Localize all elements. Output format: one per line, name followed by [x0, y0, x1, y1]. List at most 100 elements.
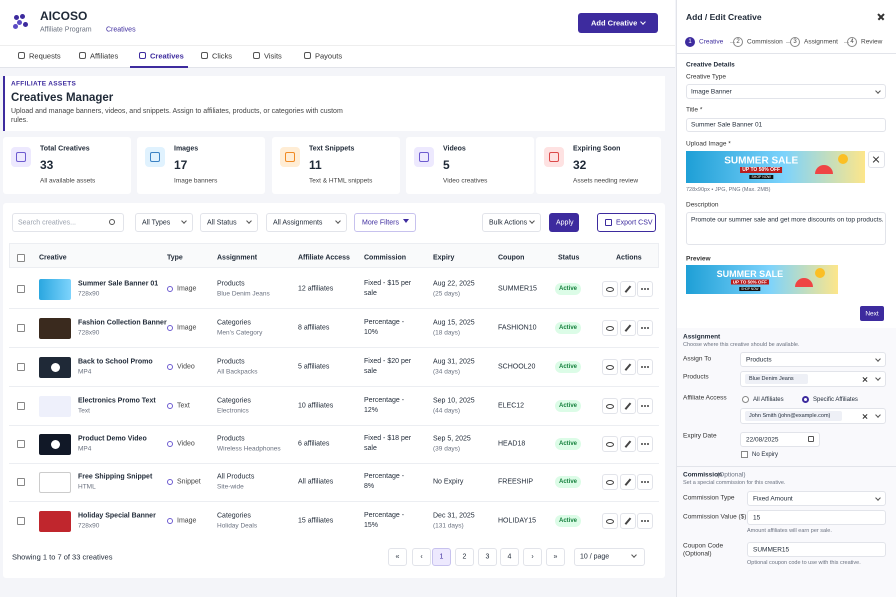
expiry-note: (44 days) [433, 407, 461, 415]
stat-label: Expiring Soon [573, 145, 621, 153]
select[interactable] [747, 491, 886, 506]
filter-select-label[interactable]: All Types [142, 219, 171, 227]
search-box[interactable] [12, 213, 124, 232]
filter-select[interactable] [200, 213, 258, 232]
next-label[interactable]: Next [865, 310, 879, 317]
page-label[interactable]: › [531, 553, 534, 561]
row-checkbox[interactable] [17, 402, 25, 410]
panel-title: Add / Edit Creative [686, 12, 762, 22]
page-label[interactable]: 4 [507, 553, 512, 561]
add-button[interactable] [578, 13, 658, 33]
commission: Percentage - 10% [364, 319, 405, 336]
eye-icon [606, 404, 614, 409]
input[interactable] [686, 118, 886, 132]
page-button[interactable] [412, 548, 431, 566]
tab[interactable]: Creatives [150, 51, 184, 61]
select[interactable] [740, 352, 886, 367]
stat-icon-glyph [150, 152, 160, 162]
stat-value: 32 [573, 158, 587, 172]
select-value[interactable]: Products [746, 356, 772, 363]
tab[interactable]: Affiliates [90, 51, 119, 61]
creative-name: Holiday Special Banner [78, 512, 156, 520]
more-filters-label[interactable]: More Filters [362, 219, 399, 227]
radio[interactable] [802, 396, 809, 403]
per-page-label[interactable]: 10 / page [580, 553, 610, 561]
apply-label[interactable]: Apply [556, 219, 574, 227]
expiry-note: (25 days) [433, 290, 461, 298]
page-button[interactable] [432, 548, 451, 566]
more-filters[interactable] [354, 213, 416, 232]
stat-caption: All available assets [40, 177, 96, 185]
export-button[interactable] [597, 213, 656, 232]
per-page[interactable] [574, 548, 645, 566]
assignment-detail: Wireless Headphones [217, 445, 281, 453]
input[interactable] [747, 510, 886, 525]
expiry-note: (39 days) [433, 445, 461, 453]
textarea-value[interactable]: Promote our summer sale and get more dis… [691, 216, 884, 224]
breadcrumb: Affiliate Program [40, 26, 92, 34]
tab[interactable]: Payouts [315, 51, 343, 61]
expiry: Sep 5, 2025 [433, 435, 471, 443]
page-button[interactable] [388, 548, 407, 566]
row-checkbox[interactable] [17, 324, 25, 332]
input[interactable] [747, 542, 886, 557]
assignment: Categories [217, 397, 251, 405]
header-checkbox[interactable] [17, 254, 25, 262]
thumbnail [39, 279, 71, 300]
radio[interactable] [742, 396, 749, 403]
page-label[interactable]: 2 [462, 553, 467, 561]
column-header: Type [167, 254, 183, 262]
step-circle [790, 37, 800, 47]
dot [644, 327, 646, 329]
input-value[interactable]: SUMMER15 [753, 546, 790, 553]
row-divider [9, 425, 659, 426]
date-value[interactable]: 22/08/2025 [746, 436, 779, 443]
page-button[interactable] [455, 548, 474, 566]
page-button[interactable] [500, 548, 519, 566]
row-checkbox[interactable] [17, 517, 25, 525]
filter-select-label[interactable]: All Assignments [273, 219, 323, 227]
textarea[interactable] [686, 212, 886, 245]
tab[interactable]: Clicks [212, 51, 232, 61]
select-value[interactable]: Image Banner [691, 88, 732, 95]
stat-caption: Text & HTML snippets [309, 177, 373, 185]
page-button[interactable] [523, 548, 542, 566]
next-button[interactable] [860, 306, 884, 321]
step-label: Assignment [804, 38, 838, 46]
eye-icon [606, 326, 614, 331]
page-label[interactable]: « [395, 553, 400, 561]
select-value[interactable]: Fixed Amount [753, 495, 793, 502]
filter-select-label[interactable]: All Status [207, 219, 237, 227]
filter-select[interactable] [482, 213, 541, 232]
input-value[interactable]: 15 [753, 514, 761, 521]
checkbox[interactable] [741, 451, 748, 458]
page-label[interactable]: 3 [485, 553, 490, 561]
commission: Percentage - 12% [364, 397, 405, 414]
row-checkbox[interactable] [17, 478, 25, 486]
assignment-detail: All Backpacks [217, 368, 258, 376]
coupon: FREESHIP [498, 478, 534, 486]
input-value[interactable]: Summer Sale Banner 01 [691, 121, 763, 129]
expiry: Aug 15, 2025 [433, 319, 475, 327]
filter-select[interactable] [135, 213, 193, 232]
date-input[interactable] [740, 432, 820, 447]
select[interactable] [686, 84, 886, 99]
search-placeholder: Search creatives... [18, 219, 76, 227]
filter-select-label[interactable]: Bulk Actions [489, 219, 528, 227]
tab[interactable]: Visits [264, 51, 282, 61]
page-label[interactable]: ‹ [420, 553, 423, 561]
page-button[interactable] [546, 548, 565, 566]
add-button-label[interactable]: Add Creative [591, 18, 638, 28]
filter-select[interactable] [266, 213, 347, 232]
row-checkbox[interactable] [17, 285, 25, 293]
tab[interactable]: Requests [29, 51, 61, 61]
page-button[interactable] [478, 548, 497, 566]
dot [644, 443, 646, 445]
assignment: Products [217, 358, 245, 366]
page-label[interactable]: » [553, 553, 558, 561]
export-label[interactable]: Export CSV [616, 219, 653, 227]
page-label[interactable]: 1 [439, 553, 444, 561]
row-checkbox[interactable] [17, 440, 25, 448]
apply-button[interactable] [549, 213, 579, 232]
row-checkbox[interactable] [17, 363, 25, 371]
